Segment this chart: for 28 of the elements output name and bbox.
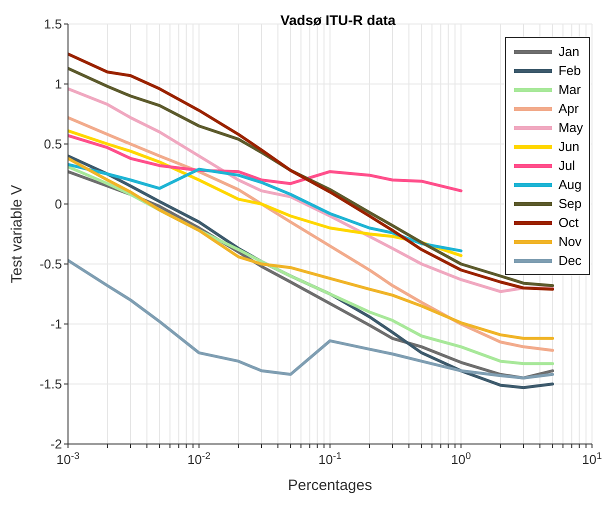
- y-tick-label: -2: [50, 436, 62, 452]
- x-tick-label: 10$^{-2}$: [187, 450, 211, 467]
- legend-label: Jun: [558, 139, 580, 154]
- y-tick-label: -1.5: [40, 376, 62, 392]
- legend-label: Nov: [558, 234, 582, 249]
- y-tick-label: 1.5: [44, 16, 62, 32]
- legend-label: Dec: [558, 253, 582, 268]
- x-axis-title: Percentages: [288, 477, 372, 494]
- legend-label: Jan: [558, 44, 580, 59]
- y-tick-label: 0.5: [44, 136, 62, 152]
- x-tick-label: 10$^{-1}$: [318, 450, 342, 467]
- legend-label: Feb: [558, 63, 581, 78]
- legend-label: Sep: [558, 196, 582, 211]
- y-tick-label: -1: [50, 316, 62, 332]
- y-tick-label: 1: [54, 76, 62, 92]
- x-tick-label: 10$^{0}$: [451, 450, 472, 467]
- legend-label: Oct: [558, 215, 579, 230]
- x-tick-label: 10$^{-3}$: [56, 450, 80, 467]
- y-axis-title: Test variable V: [8, 184, 26, 284]
- x-tick-label: 10$^{1}$: [582, 450, 602, 467]
- y-tick-label: -0.5: [40, 256, 62, 272]
- legend-label: Aug: [558, 177, 582, 192]
- legend-label: Jul: [558, 158, 576, 173]
- chart-title: Vadsø ITU-R data: [280, 12, 396, 28]
- legend-label: Mar: [558, 82, 581, 97]
- legend-label: May: [558, 120, 583, 135]
- y-tick-label: 0: [54, 196, 62, 212]
- legend-label: Apr: [558, 101, 579, 116]
